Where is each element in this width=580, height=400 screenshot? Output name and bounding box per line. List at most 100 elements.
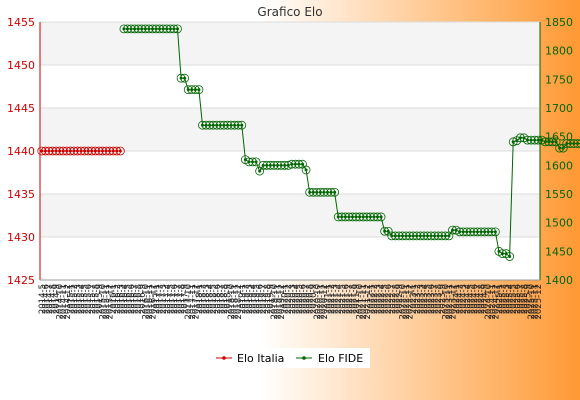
x-tick-label: 2016-9 [138, 284, 148, 314]
x-tick-label: 2025-2 [499, 284, 509, 314]
x-tick-label: 2015-9 [95, 284, 105, 314]
x-tick-label: 2016-8 [134, 284, 144, 314]
right-tick-label: 1500 [545, 217, 573, 230]
right-tick-label: 1750 [545, 73, 573, 86]
data-point [258, 169, 262, 173]
x-tick-label: 2023-12 [449, 284, 459, 320]
x-tick-label: 2022-3 [374, 284, 384, 314]
data-point-ring [576, 139, 580, 148]
data-point-ring [115, 146, 125, 156]
x-tick-label: 2025-10 [527, 284, 537, 320]
x-tick-label: 2025-6 [513, 284, 523, 314]
x-tick-label: 2022-5 [381, 284, 391, 314]
x-tick-label: 2021-6 [341, 284, 351, 314]
x-tick-label: 2021-8 [349, 284, 359, 314]
x-tick-label: 2016-6 [127, 284, 137, 314]
series-layer [37, 24, 580, 261]
x-tick-label: 2015-2 [70, 284, 80, 314]
x-tick-label: 2019-6 [256, 284, 266, 314]
x-tick-label: 2015-5 [81, 284, 91, 314]
x-tick-label: 2019-9 [266, 284, 276, 314]
x-tick-label: 2023-2 [413, 284, 423, 314]
x-tick-label: 2024-4 [463, 284, 473, 314]
x-tick-label: 2023-8 [434, 284, 444, 314]
right-tick-label: 1850 [545, 16, 573, 29]
x-tick-label: 2024-9 [481, 284, 491, 314]
series-elo-italia [37, 146, 125, 156]
x-tick-label: 2021-12 [363, 284, 373, 320]
x-tick-label: 2014-7 [45, 284, 55, 314]
plot-band [40, 65, 540, 108]
x-tick-label: 2022-11 [402, 284, 412, 320]
left-tick-label: 1450 [7, 59, 35, 72]
x-tick-label: 2015-11 [102, 284, 112, 320]
data-point-ring [173, 24, 182, 34]
x-tick-label: 2020-5 [295, 284, 305, 314]
x-tick-label: 2017-12 [191, 284, 201, 320]
left-tick-label: 1455 [7, 16, 35, 29]
x-tick-label: 2020-1 [281, 284, 291, 314]
data-point [508, 254, 512, 258]
x-tick-label: 2024-7 [474, 284, 484, 314]
legend-label-elo-fide: Elo FIDE [318, 352, 363, 365]
legend: Elo Italia Elo FIDE [210, 348, 370, 368]
data-point-ring [383, 226, 393, 236]
data-point [379, 215, 383, 219]
x-tick-label: 2025-5 [509, 284, 519, 314]
x-tick-label: 2025-8 [520, 284, 530, 314]
x-tick-label: 2022-8 [391, 284, 401, 314]
x-tick-label: 2017-6 [170, 284, 180, 314]
x-tick-label: 2016-2 [113, 284, 123, 314]
x-tick-label: 2024-10 [484, 284, 494, 320]
x-tick-label: 2023-11 [445, 284, 455, 320]
x-tick-label: 2020-12 [320, 284, 330, 320]
x-tick-label: 2024-3 [459, 284, 469, 314]
x-tick-label: 2018-12 [234, 284, 244, 320]
x-tick-label: 2023-1 [409, 284, 419, 314]
x-tick-label: 2014-11 [59, 284, 69, 320]
x-tick-label: 2023-5 [424, 284, 434, 314]
plot-band [40, 194, 540, 237]
data-point [240, 123, 244, 127]
x-tick-label: 2022-1 [366, 284, 376, 314]
x-tick-label: 2018-7 [216, 284, 226, 314]
data-point [301, 162, 304, 166]
x-tick-label: 2014-5 [38, 284, 48, 314]
x-tick-label: 2015-10 [99, 284, 109, 320]
plot-band [40, 237, 540, 280]
chart-title: Grafico Elo [257, 5, 322, 19]
data-point-ring [573, 139, 580, 148]
x-tick-label: 2015-1 [66, 284, 76, 314]
x-tick-label: 2021-3 [331, 284, 341, 314]
x-tick-label: 2016-11 [145, 284, 155, 320]
data-point [118, 149, 122, 153]
x-tick-label: 2018-4 [206, 284, 216, 314]
x-tick-label: 2014-9 [52, 284, 62, 314]
x-tick-label: 2017-4 [163, 284, 173, 314]
x-tick-label: 2022-12 [406, 284, 416, 320]
x-tick-label: 2015-8 [91, 284, 101, 314]
legend-marker-elo-italia [222, 356, 226, 360]
plot-bands [40, 22, 540, 280]
data-point [304, 168, 308, 172]
data-point [447, 234, 451, 238]
data-point-ring [237, 120, 247, 130]
x-tick-label: 2021-7 [345, 284, 355, 314]
x-tick-label: 2025-12 [534, 284, 544, 320]
x-tick-label: 2015-12 [106, 284, 116, 320]
x-tick-label: 2023-6 [427, 284, 437, 314]
x-tick-label: 2016-4 [120, 284, 130, 314]
x-tick-label: 2017-9 [181, 284, 191, 314]
data-point [504, 252, 508, 256]
data-point [561, 146, 565, 150]
x-tick-label: 2016-5 [124, 284, 134, 314]
x-tick-label: 2023-3 [416, 284, 426, 314]
x-tick-label: 2022-4 [377, 284, 387, 314]
x-tick-label: 2024-12 [491, 284, 501, 320]
x-tick-label: 2015-3 [74, 284, 84, 314]
x-tick-label: 2024-1 [452, 284, 462, 314]
x-tick-label: 2022-9 [395, 284, 405, 314]
x-tick-label: 2018-5 [209, 284, 219, 314]
x-tick-label: 2020-9 [309, 284, 319, 314]
